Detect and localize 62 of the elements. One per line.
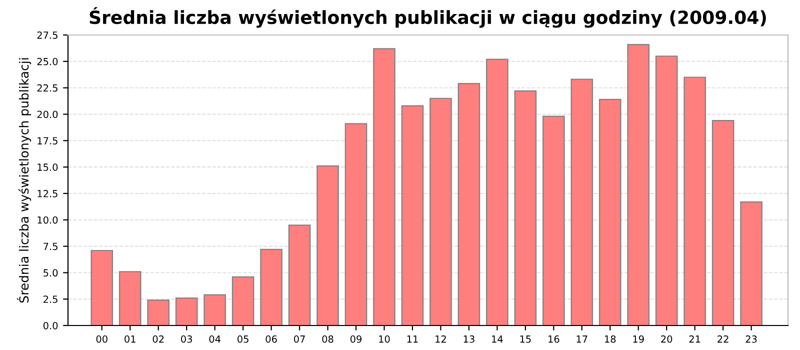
bar [570, 78, 594, 326]
x-tick-label: 05 [238, 335, 248, 343]
y-tick-label: 2.5 [44, 296, 58, 303]
x-tick-label: 14 [492, 336, 503, 343]
y-tick-label: 7.5 [44, 242, 58, 250]
x-tick-label: 02 [152, 335, 164, 343]
y-tick-label: 15.0 [38, 164, 58, 171]
x-tick-label: 18 [605, 335, 616, 343]
x-tick-label: 16 [548, 335, 560, 343]
x-tick-label: 15 [520, 336, 531, 343]
x-tick-label: 08 [322, 335, 334, 343]
bar [401, 105, 424, 326]
x-tick-label: 17 [576, 336, 588, 343]
bar [430, 98, 452, 326]
bar [598, 98, 622, 326]
bar [316, 165, 339, 326]
bar [344, 123, 368, 326]
x-tick-label: 23 [746, 335, 757, 343]
bar [514, 90, 537, 326]
bar [204, 294, 226, 326]
y-axis-title: Średnia liczba wyświetlonych publikacji [16, 58, 32, 303]
x-tick-label: 03 [181, 335, 192, 343]
y-tick-label: 22.5 [37, 84, 58, 92]
x-tick-label: 21 [689, 335, 700, 343]
bar [118, 271, 142, 326]
y-tick-label: 10.0 [38, 216, 58, 224]
x-tick-label: 00 [96, 335, 108, 343]
bar [288, 224, 311, 326]
bar [90, 250, 114, 326]
y-tick-label: 12.5 [38, 190, 58, 198]
x-tick-label: 19 [633, 335, 644, 343]
x-tick-label: 10 [379, 335, 390, 343]
bar [740, 201, 762, 326]
y-tick-label: 0.0 [43, 322, 58, 330]
x-tick-label: 22 [718, 335, 728, 343]
bar [712, 120, 734, 326]
x-tick-label: 04 [209, 335, 220, 343]
bar [486, 58, 508, 326]
x-tick-label: 12 [436, 335, 446, 343]
bar [458, 83, 480, 326]
bar [232, 276, 254, 326]
x-tick-label: 20 [661, 335, 672, 343]
y-tick-label: 25.0 [37, 58, 58, 66]
y-tick-label: 27.5 [37, 31, 58, 39]
x-tick-label: 11 [407, 336, 418, 343]
bar [260, 248, 282, 326]
chart-title: Średnia liczba wyświetlonych publikacji w ciągu godziny (2009.04) [90, 7, 766, 28]
x-tick-label: 01 [124, 335, 136, 343]
bar [655, 56, 678, 326]
x-tick-label: 13 [464, 335, 474, 343]
bar [542, 116, 565, 326]
x-tick-label: 07 [294, 335, 305, 343]
bar [373, 48, 396, 326]
bar [627, 44, 650, 326]
y-tick-label: 20.0 [37, 110, 58, 118]
x-tick-label: 06 [266, 335, 277, 343]
y-tick-label: 5.0 [44, 269, 58, 277]
bar [147, 300, 170, 326]
bar [684, 76, 706, 326]
x-tick-label: 09 [350, 335, 362, 343]
y-tick-label: 17.5 [38, 137, 58, 144]
bar [175, 297, 198, 326]
